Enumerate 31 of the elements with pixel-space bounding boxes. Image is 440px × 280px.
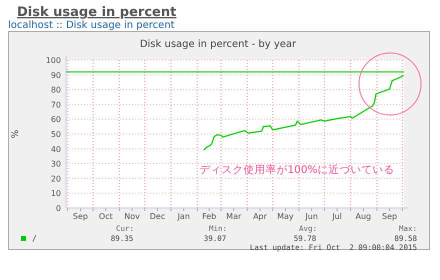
- x-tick-label: Sep: [382, 212, 398, 221]
- chart-title: Disk usage in percent - by year: [140, 39, 298, 50]
- y-tick-label: 20: [50, 174, 61, 184]
- y-tick-label: 90: [50, 70, 61, 80]
- x-tick-label: Jul: [331, 212, 342, 221]
- x-tick-label: Oct: [98, 212, 113, 221]
- y-axis-title: %: [11, 129, 21, 138]
- y-tick-label: 70: [50, 100, 61, 110]
- x-tick-label: Jun: [304, 212, 318, 221]
- y-tick-label: 100: [46, 56, 61, 65]
- y-tick-label: 10: [50, 189, 61, 198]
- y-tick-label: 60: [50, 115, 61, 124]
- y-tick-label: 30: [50, 160, 61, 169]
- x-tick-label: Jan: [176, 212, 190, 221]
- legend-label: /: [32, 234, 37, 243]
- x-tick-label: Dec: [150, 212, 166, 221]
- x-tick-label: Nov: [124, 212, 140, 221]
- x-tick-label: Aug: [356, 212, 372, 221]
- y-tick-label: 50: [50, 130, 61, 139]
- x-tick-label: May: [277, 212, 294, 221]
- x-tick-label: Sep: [72, 212, 88, 221]
- y-tick-label: 40: [50, 144, 61, 154]
- text: Disk usage in percent: [17, 5, 176, 20]
- line-series: [203, 75, 404, 150]
- text: localhost :: Disk usage in percent: [8, 20, 175, 31]
- x-tick-label: Apr: [253, 212, 268, 221]
- x-tick-label: Mar: [226, 212, 242, 221]
- annotation: ディスク使用率が100%に近づいている: [199, 163, 395, 176]
- x-tick-label: Feb: [202, 212, 216, 221]
- y-tick-label: 80: [50, 86, 61, 95]
- y-tick-label: 0: [56, 204, 61, 213]
